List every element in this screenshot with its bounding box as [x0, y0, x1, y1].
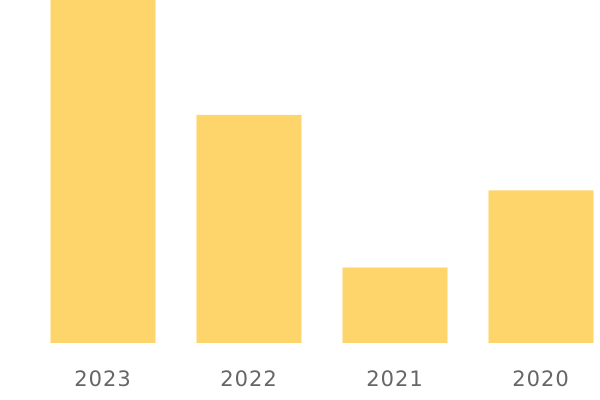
- bar: [196, 114, 302, 343]
- bar: [50, 0, 156, 343]
- bar: [488, 190, 594, 343]
- x-tick-label: 2023: [74, 367, 131, 391]
- x-tick-label: 2021: [366, 367, 423, 391]
- x-tick-label: 2022: [220, 367, 277, 391]
- bar: [342, 267, 448, 343]
- x-tick-label: 2020: [512, 367, 569, 391]
